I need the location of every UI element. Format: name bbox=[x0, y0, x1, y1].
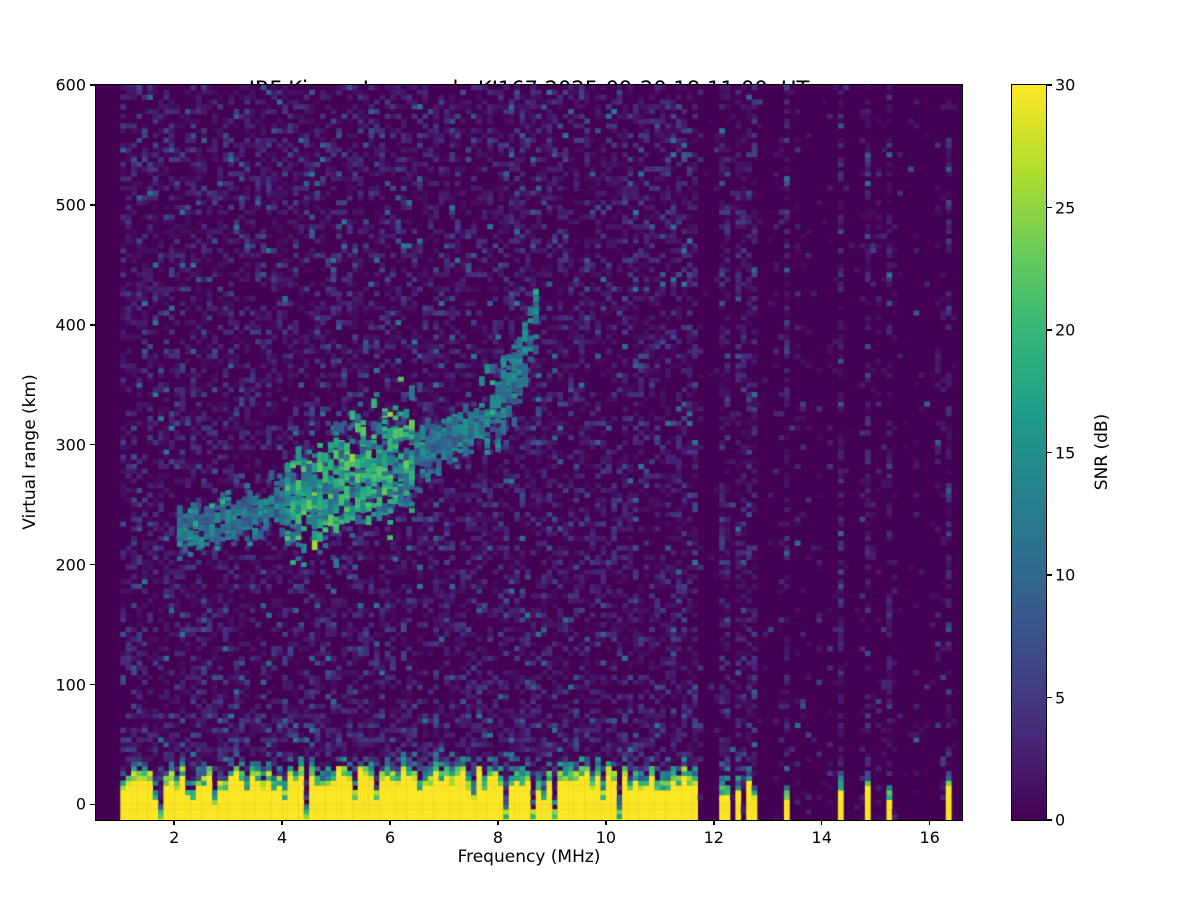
colorbar-tick-mark bbox=[1047, 206, 1052, 209]
x-tick-mark bbox=[820, 820, 823, 825]
x-tick-mark bbox=[497, 820, 499, 825]
colorbar-label: SNR (dB) bbox=[1092, 413, 1112, 491]
x-tick-label: 6 bbox=[384, 828, 396, 847]
colorbar-tick-label: 20 bbox=[1055, 320, 1076, 340]
colorbar-tick-label: 5 bbox=[1055, 688, 1066, 707]
x-tick-mark bbox=[605, 820, 607, 825]
y-tick-mark bbox=[90, 563, 96, 566]
x-tick-mark bbox=[173, 820, 175, 825]
colorbar-tick-label: 30 bbox=[1055, 75, 1076, 95]
y-tick-label: 600 bbox=[55, 75, 86, 95]
colorbar-gradient-canvas bbox=[1012, 85, 1046, 820]
colorbar-tick-mark bbox=[1047, 329, 1052, 331]
x-tick-label: 10 bbox=[595, 828, 617, 847]
y-tick-mark bbox=[90, 84, 96, 86]
x-tick-label: 16 bbox=[919, 828, 940, 847]
x-tick-label: 4 bbox=[277, 828, 288, 847]
ionogram-heatmap-canvas bbox=[96, 85, 962, 820]
x-axis-label: Frequency (MHz) bbox=[457, 847, 601, 867]
y-tick-label: 300 bbox=[55, 435, 86, 455]
x-tick-label: 8 bbox=[492, 828, 504, 847]
colorbar-tick-mark bbox=[1047, 451, 1052, 454]
y-tick-mark bbox=[90, 443, 96, 446]
colorbar bbox=[1011, 84, 1047, 821]
x-tick-label: 14 bbox=[811, 828, 832, 847]
colorbar-tick-mark bbox=[1047, 84, 1052, 86]
colorbar-tick-label: 0 bbox=[1055, 810, 1066, 830]
x-tick-mark bbox=[928, 820, 931, 825]
colorbar-tick-mark bbox=[1047, 696, 1052, 699]
x-tick-mark bbox=[389, 820, 391, 825]
heatmap-plot-area bbox=[95, 84, 963, 821]
colorbar-tick-label: 10 bbox=[1055, 565, 1076, 585]
y-tick-label: 100 bbox=[55, 675, 86, 694]
y-tick-label: 0 bbox=[75, 794, 86, 814]
y-tick-mark bbox=[90, 204, 96, 206]
colorbar-tick-mark bbox=[1047, 574, 1052, 576]
y-tick-mark bbox=[90, 683, 96, 686]
x-tick-label: 2 bbox=[169, 828, 180, 847]
x-tick-mark bbox=[281, 820, 283, 825]
colorbar-tick-label: 15 bbox=[1055, 443, 1076, 462]
y-axis-label: Virtual range (km) bbox=[20, 374, 40, 530]
y-tick-mark bbox=[90, 324, 96, 326]
y-tick-label: 400 bbox=[55, 315, 86, 335]
y-tick-mark bbox=[90, 803, 96, 806]
x-tick-label: 12 bbox=[703, 828, 724, 847]
colorbar-tick-mark bbox=[1047, 819, 1052, 821]
y-tick-label: 200 bbox=[55, 555, 86, 575]
x-tick-mark bbox=[713, 820, 715, 825]
colorbar-tick-label: 25 bbox=[1055, 198, 1076, 217]
y-tick-label: 500 bbox=[55, 195, 86, 215]
